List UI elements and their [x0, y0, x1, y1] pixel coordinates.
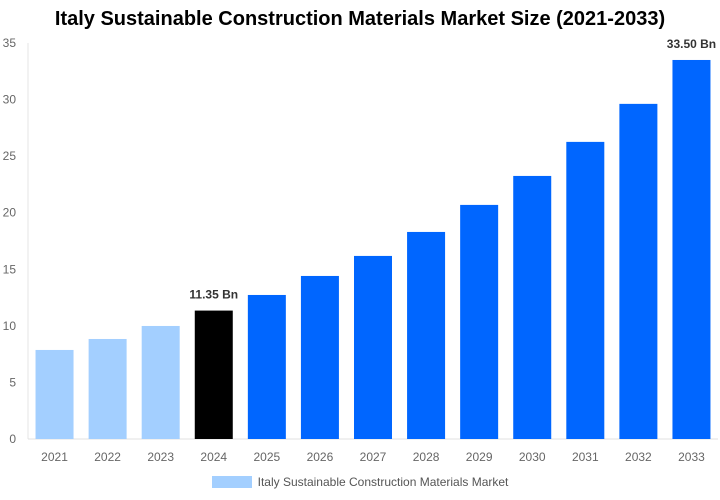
- y-tick-label: 10: [3, 319, 17, 333]
- x-tick-label: 2025: [253, 450, 280, 464]
- y-tick-label: 5: [9, 375, 16, 389]
- bar-2031: [566, 141, 605, 440]
- data-label: 11.35 Bn: [189, 288, 238, 302]
- bar-2022: [88, 338, 127, 439]
- bar-2032: [619, 103, 658, 440]
- x-tick-label: 2030: [519, 450, 546, 464]
- x-tick-label: 2031: [572, 450, 599, 464]
- x-tick-label: 2021: [41, 450, 68, 464]
- x-tick-label: 2028: [413, 450, 440, 464]
- bar-2027: [354, 255, 392, 439]
- bar-2028: [407, 231, 446, 439]
- data-label: 33.50 Bn: [667, 37, 716, 51]
- y-tick-label: 35: [3, 36, 17, 50]
- y-tick-label: 30: [3, 93, 17, 107]
- x-tick-label: 2032: [625, 450, 652, 464]
- bar-2025: [247, 294, 286, 439]
- x-tick-label: 2022: [94, 450, 121, 464]
- legend: Italy Sustainable Construction Materials…: [0, 475, 720, 489]
- x-tick-label: 2023: [147, 450, 174, 464]
- y-tick-label: 0: [9, 432, 16, 446]
- chart-title: Italy Sustainable Construction Materials…: [54, 8, 666, 30]
- x-tick-label: 2027: [360, 450, 387, 464]
- x-tick-label: 2029: [466, 450, 493, 464]
- bar-2023: [141, 325, 180, 439]
- x-tick-label: 2033: [678, 450, 705, 464]
- x-tick-label: 2024: [200, 450, 227, 464]
- bar-2033: [672, 59, 711, 439]
- y-tick-label: 20: [3, 206, 17, 220]
- y-tick-label: 15: [3, 262, 17, 276]
- y-tick-label: 25: [3, 149, 17, 163]
- legend-label: Italy Sustainable Construction Materials…: [257, 475, 509, 489]
- bar-2026: [300, 275, 339, 439]
- bar-2024: [194, 310, 233, 439]
- legend-swatch: [211, 476, 252, 488]
- bar-2030: [513, 175, 552, 439]
- bar-2029: [460, 204, 499, 439]
- x-tick-label: 2026: [307, 450, 334, 464]
- bar-2021: [35, 349, 74, 439]
